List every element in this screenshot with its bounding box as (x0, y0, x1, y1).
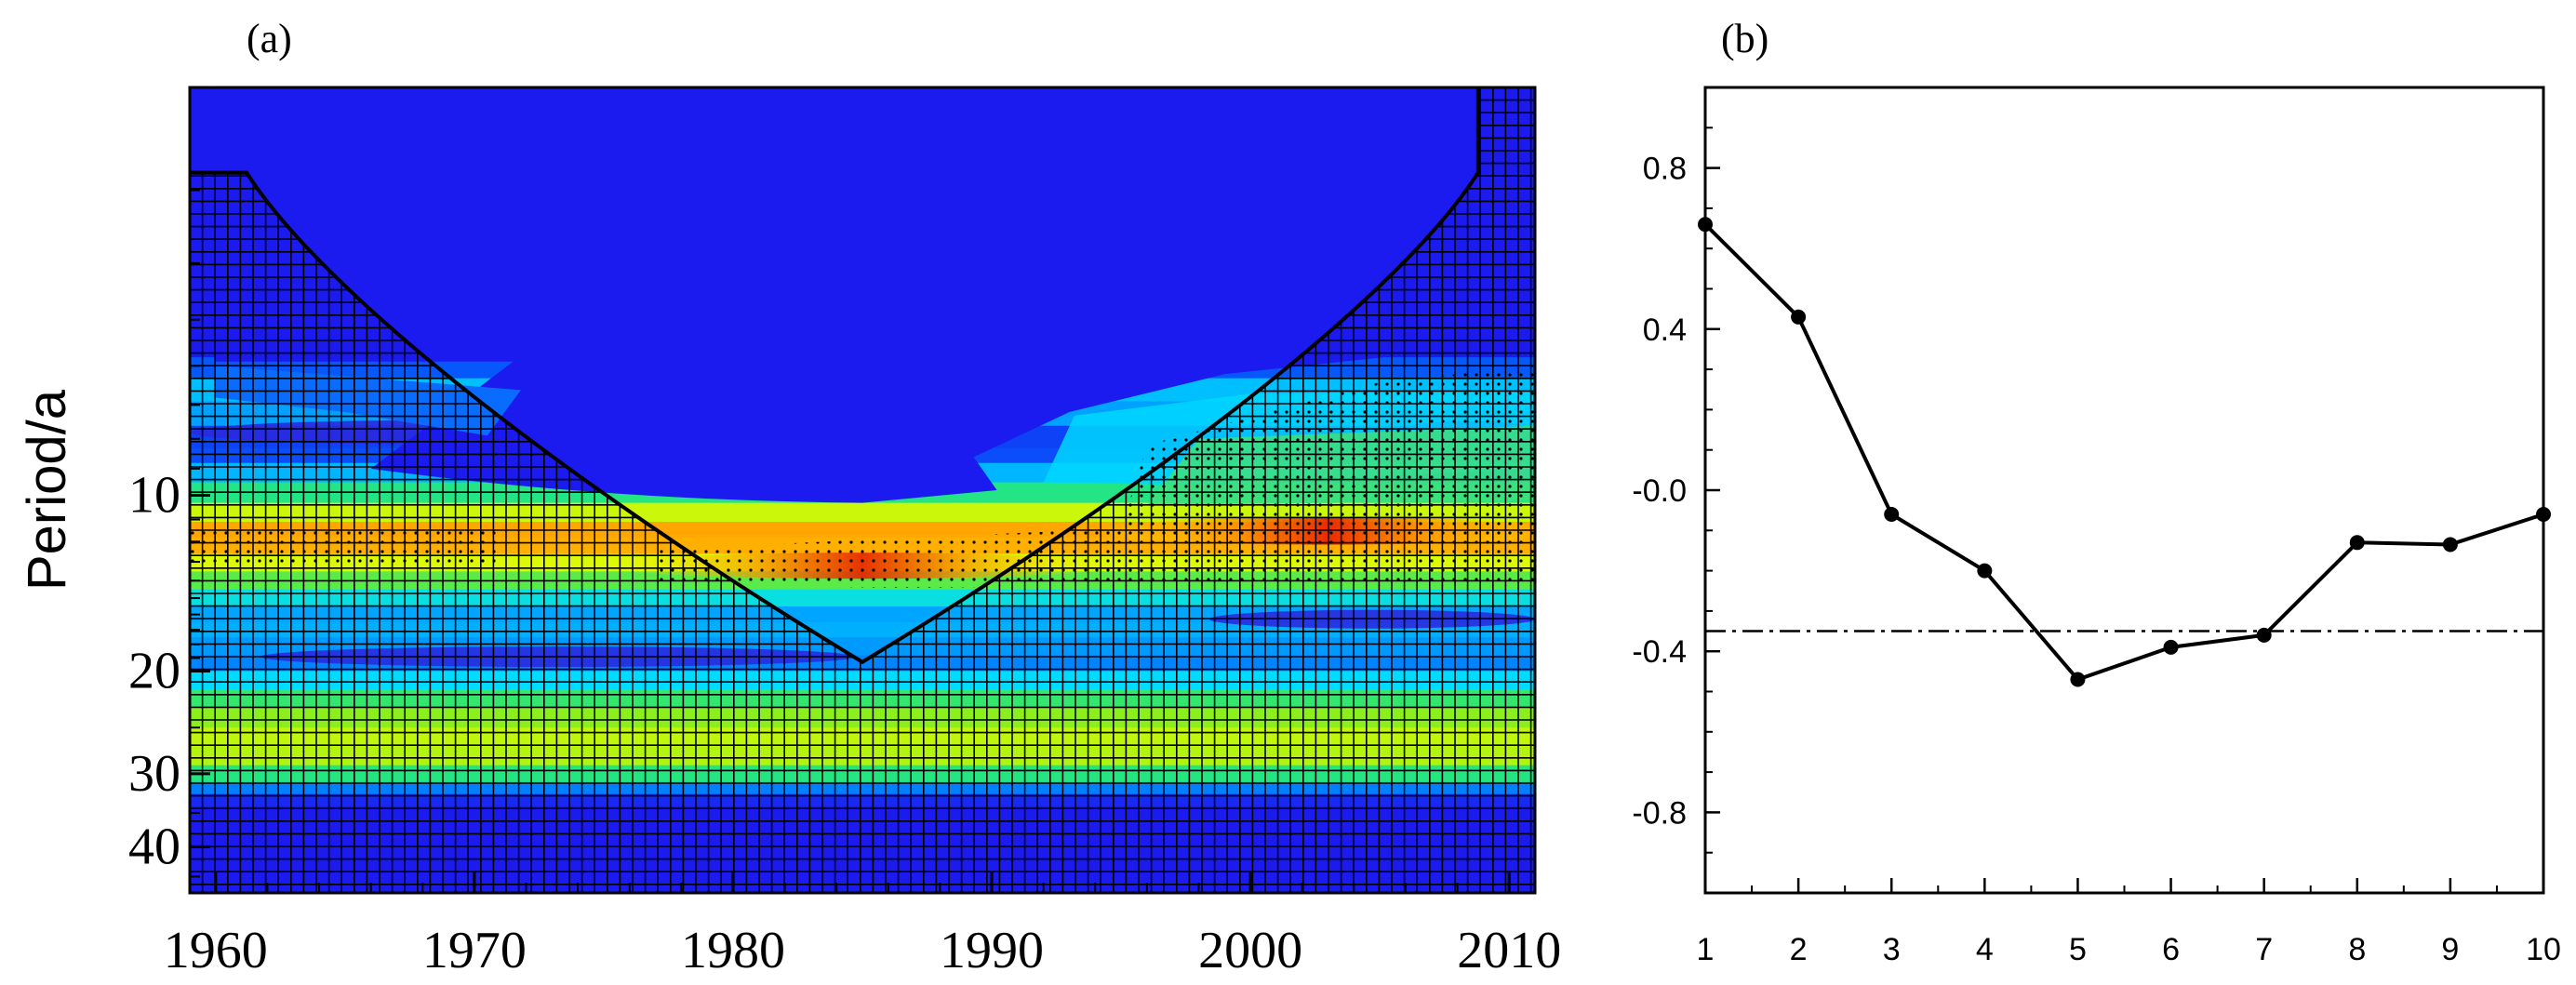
data-point (2163, 639, 2179, 655)
x-tick-label-a: 1970 (422, 922, 527, 979)
x-tick-label-a: 1990 (940, 922, 1044, 979)
data-point (2442, 537, 2458, 552)
data-point (1698, 217, 1713, 233)
heatmap-band (190, 671, 1535, 690)
y-tick-label-b: 0.8 (1643, 152, 1687, 187)
x-tick-label-b: 3 (1883, 932, 1901, 967)
heatmap-band (190, 747, 1535, 766)
x-tick-label-b: 4 (1976, 932, 1994, 967)
y-tick-label-a: 40 (128, 818, 180, 875)
heatmap-band (190, 781, 1535, 795)
x-tick-label-b: 5 (2069, 932, 2087, 967)
x-tick-label-b: 1 (1697, 932, 1715, 967)
x-tick-label-a: 1980 (681, 922, 785, 979)
x-tick-label-b: 9 (2441, 932, 2459, 967)
data-point (2256, 627, 2272, 643)
y-tick-label-a: 20 (128, 642, 180, 699)
x-tick-label-b: 7 (2255, 932, 2273, 967)
correlation-line-chart: 1 2 3 4 5 6 7 8 9 10 0.8 0.4 -0.0 -0.4 -0.8 (1632, 86, 2561, 967)
y-tick-label-a: 30 (128, 745, 180, 803)
heatmap-band (190, 793, 1535, 806)
y-tick-label-b: 0.4 (1643, 313, 1687, 348)
y-tick-label-b: -0.4 (1632, 634, 1687, 670)
heatmap-band (190, 706, 1535, 728)
heatmap-band (190, 622, 1535, 638)
data-point (1884, 506, 1900, 522)
data-point (2536, 506, 2551, 522)
x-tick-label-a: 1960 (164, 922, 268, 979)
series-points (1698, 217, 2551, 687)
y-tick-label-a: 10 (128, 467, 180, 525)
x-tick-label-b: 6 (2162, 932, 2180, 967)
panel-a-label: (a) (247, 16, 292, 61)
x-tick-label-b: 8 (2348, 932, 2366, 967)
x-tick-label-a: 2010 (1457, 922, 1561, 979)
panel-b-frame (1703, 86, 2545, 895)
y-tick-label-b: -0.0 (1632, 473, 1687, 509)
low-power-core (215, 87, 1510, 503)
y-tick-label-b: -0.8 (1632, 795, 1687, 831)
x-tick-label-a: 2000 (1198, 922, 1302, 979)
x-tick-label-b: 2 (1790, 932, 1808, 967)
cone-of-influence (190, 87, 1480, 665)
medium-power-lobe (215, 366, 521, 436)
panel-a-frame (188, 86, 1537, 895)
heatmap-band (190, 689, 1535, 708)
heatmap-band (190, 765, 1535, 783)
data-point (1791, 309, 1807, 325)
significance-region (190, 528, 501, 566)
data-point (2349, 535, 2365, 551)
panel-b-axes: 1 2 3 4 5 6 7 8 9 10 0.8 0.4 -0.0 -0.4 -0.8 (1632, 87, 2561, 967)
panel-b-label: (b) (1721, 16, 1768, 61)
panel-a-ylabel: Period/a (17, 389, 77, 591)
data-point (1977, 563, 1993, 579)
series-line-correlation (1703, 222, 2544, 682)
x-tick-label-b: 10 (2526, 932, 2561, 967)
data-point (2070, 672, 2086, 687)
